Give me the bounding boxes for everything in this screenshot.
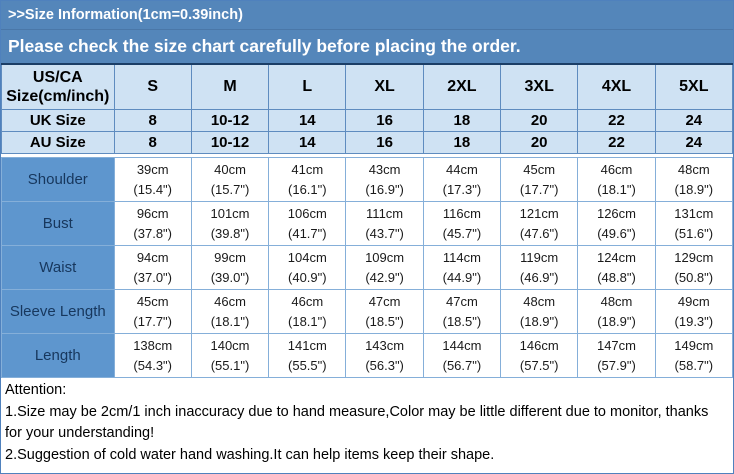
check-chart-banner: Please check the size chart carefully be…: [1, 30, 733, 63]
size-col-header-4xl: 4XL: [577, 63, 656, 110]
check-chart-text: Please check the size chart carefully be…: [8, 36, 521, 56]
au-size-value: 24: [654, 131, 733, 154]
attention-note-2: 2.Suggestion of cold water hand washing.…: [5, 446, 495, 463]
measurement-cell: 114cm (44.9"): [422, 245, 502, 290]
table-row-shoulder: Shoulder 39cm (15.4") 40cm (15.7") 41cm …: [1, 157, 733, 202]
measurement-cell: 147cm (57.9"): [577, 333, 656, 378]
measurement-cell: 116cm (45.7"): [422, 201, 502, 246]
measurement-cell: 45cm (17.7"): [500, 157, 579, 202]
row-label-bust: Bust: [1, 201, 115, 246]
attention-note-1: 1.Size may be 2cm/1 inch inaccuracy due …: [5, 403, 709, 442]
measurement-cell: 111cm (43.7"): [345, 201, 424, 246]
table-row-waist: Waist 94cm (37.0") 99cm (39.0") 104cm (4…: [1, 245, 733, 290]
measurement-cell: 124cm (48.8"): [577, 245, 656, 290]
measurement-cell: 143cm (56.3"): [345, 333, 424, 378]
measurement-cell: 101cm (39.8"): [190, 201, 270, 246]
au-size-label: AU Size: [1, 131, 115, 154]
row-label-waist: Waist: [1, 245, 115, 290]
size-col-header-3xl: 3XL: [500, 63, 579, 110]
uk-size-value: 18: [422, 109, 502, 132]
measurement-cell: 39cm (15.4"): [113, 157, 192, 202]
measurement-cell: 104cm (40.9"): [268, 245, 347, 290]
row-label-shoulder: Shoulder: [1, 157, 115, 202]
uk-size-value: 14: [268, 109, 347, 132]
measurement-cell: 94cm (37.0"): [113, 245, 192, 290]
measurement-cell: 46cm (18.1"): [577, 157, 656, 202]
table-row-bust: Bust 96cm (37.8") 101cm (39.8") 106cm (4…: [1, 201, 733, 246]
corner-header-us-ca: US/CA Size(cm/inch): [1, 63, 115, 110]
measurement-cell: 49cm (19.3"): [654, 289, 733, 334]
uk-size-row: UK Size 8 10-12 14 16 18 20 22 24: [1, 109, 733, 132]
measurement-cell: 47cm (18.5"): [345, 289, 424, 334]
measurement-cell: 131cm (51.6"): [654, 201, 733, 246]
table-row-length: Length 138cm (54.3") 140cm (55.1") 141cm…: [1, 333, 733, 378]
au-size-value: 10-12: [190, 131, 270, 154]
measurement-cell: 140cm (55.1"): [190, 333, 270, 378]
measurement-cell: 106cm (41.7"): [268, 201, 347, 246]
measurement-cell: 149cm (58.7"): [654, 333, 733, 378]
measurement-cell: 96cm (37.8"): [113, 201, 192, 246]
measurement-cell: 121cm (47.6"): [500, 201, 579, 246]
measurement-cell: 48cm (18.9"): [500, 289, 579, 334]
measurement-cell: 109cm (42.9"): [345, 245, 424, 290]
uk-size-label: UK Size: [1, 109, 115, 132]
uk-size-value: 16: [345, 109, 424, 132]
row-label-length: Length: [1, 333, 115, 378]
size-col-header-m: M: [190, 63, 270, 110]
uk-size-value: 10-12: [190, 109, 270, 132]
au-size-value: 8: [113, 131, 192, 154]
measurement-cell: 138cm (54.3"): [113, 333, 192, 378]
size-header-row: US/CA Size(cm/inch) S M L XL 2XL 3XL 4XL…: [1, 63, 733, 110]
attention-title: Attention:: [5, 382, 67, 398]
row-label-sleeve-length: Sleeve Length: [1, 289, 115, 334]
size-information-title: >>Size Information(1cm=0.39inch): [8, 7, 243, 23]
measurement-cell: 126cm (49.6"): [577, 201, 656, 246]
au-size-value: 20: [500, 131, 579, 154]
uk-size-value: 8: [113, 109, 192, 132]
measurement-cell: 119cm (46.9"): [500, 245, 579, 290]
measurement-cell: 43cm (16.9"): [345, 157, 424, 202]
measurement-cell: 48cm (18.9"): [577, 289, 656, 334]
measurement-cell: 46cm (18.1"): [190, 289, 270, 334]
measurement-cell: 47cm (18.5"): [422, 289, 502, 334]
size-col-header-s: S: [113, 63, 192, 110]
measurement-cell: 141cm (55.5"): [268, 333, 347, 378]
measurement-cell: 46cm (18.1"): [268, 289, 347, 334]
measurement-cell: 146cm (57.5"): [500, 333, 579, 378]
size-col-header-5xl: 5XL: [654, 63, 733, 110]
au-size-row: AU Size 8 10-12 14 16 18 20 22 24: [1, 131, 733, 154]
au-size-value: 18: [422, 131, 502, 154]
size-col-header-xl: XL: [345, 63, 424, 110]
measurements-table: Shoulder 39cm (15.4") 40cm (15.7") 41cm …: [1, 157, 733, 378]
au-size-value: 14: [268, 131, 347, 154]
size-col-header-l: L: [268, 63, 347, 110]
measurement-cell: 144cm (56.7"): [422, 333, 502, 378]
au-size-value: 16: [345, 131, 424, 154]
uk-size-value: 20: [500, 109, 579, 132]
measurement-cell: 40cm (15.7"): [190, 157, 270, 202]
uk-size-value: 22: [577, 109, 656, 132]
table-row-sleeve-length: Sleeve Length 45cm (17.7") 46cm (18.1") …: [1, 289, 733, 334]
measurement-cell: 44cm (17.3"): [422, 157, 502, 202]
size-information-banner: >>Size Information(1cm=0.39inch): [1, 1, 733, 30]
measurement-cell: 48cm (18.9"): [654, 157, 733, 202]
table-section-divider: [1, 154, 733, 157]
uk-size-value: 24: [654, 109, 733, 132]
measurement-cell: 129cm (50.8"): [654, 245, 733, 290]
measurement-cell: 45cm (17.7"): [113, 289, 192, 334]
au-size-value: 22: [577, 131, 656, 154]
size-conversion-table: US/CA Size(cm/inch) S M L XL 2XL 3XL 4XL…: [1, 63, 733, 154]
size-col-header-2xl: 2XL: [422, 63, 502, 110]
measurement-cell: 41cm (16.1"): [268, 157, 347, 202]
attention-section: Attention: 1.Size may be 2cm/1 inch inac…: [1, 378, 733, 466]
measurement-cell: 99cm (39.0"): [190, 245, 270, 290]
